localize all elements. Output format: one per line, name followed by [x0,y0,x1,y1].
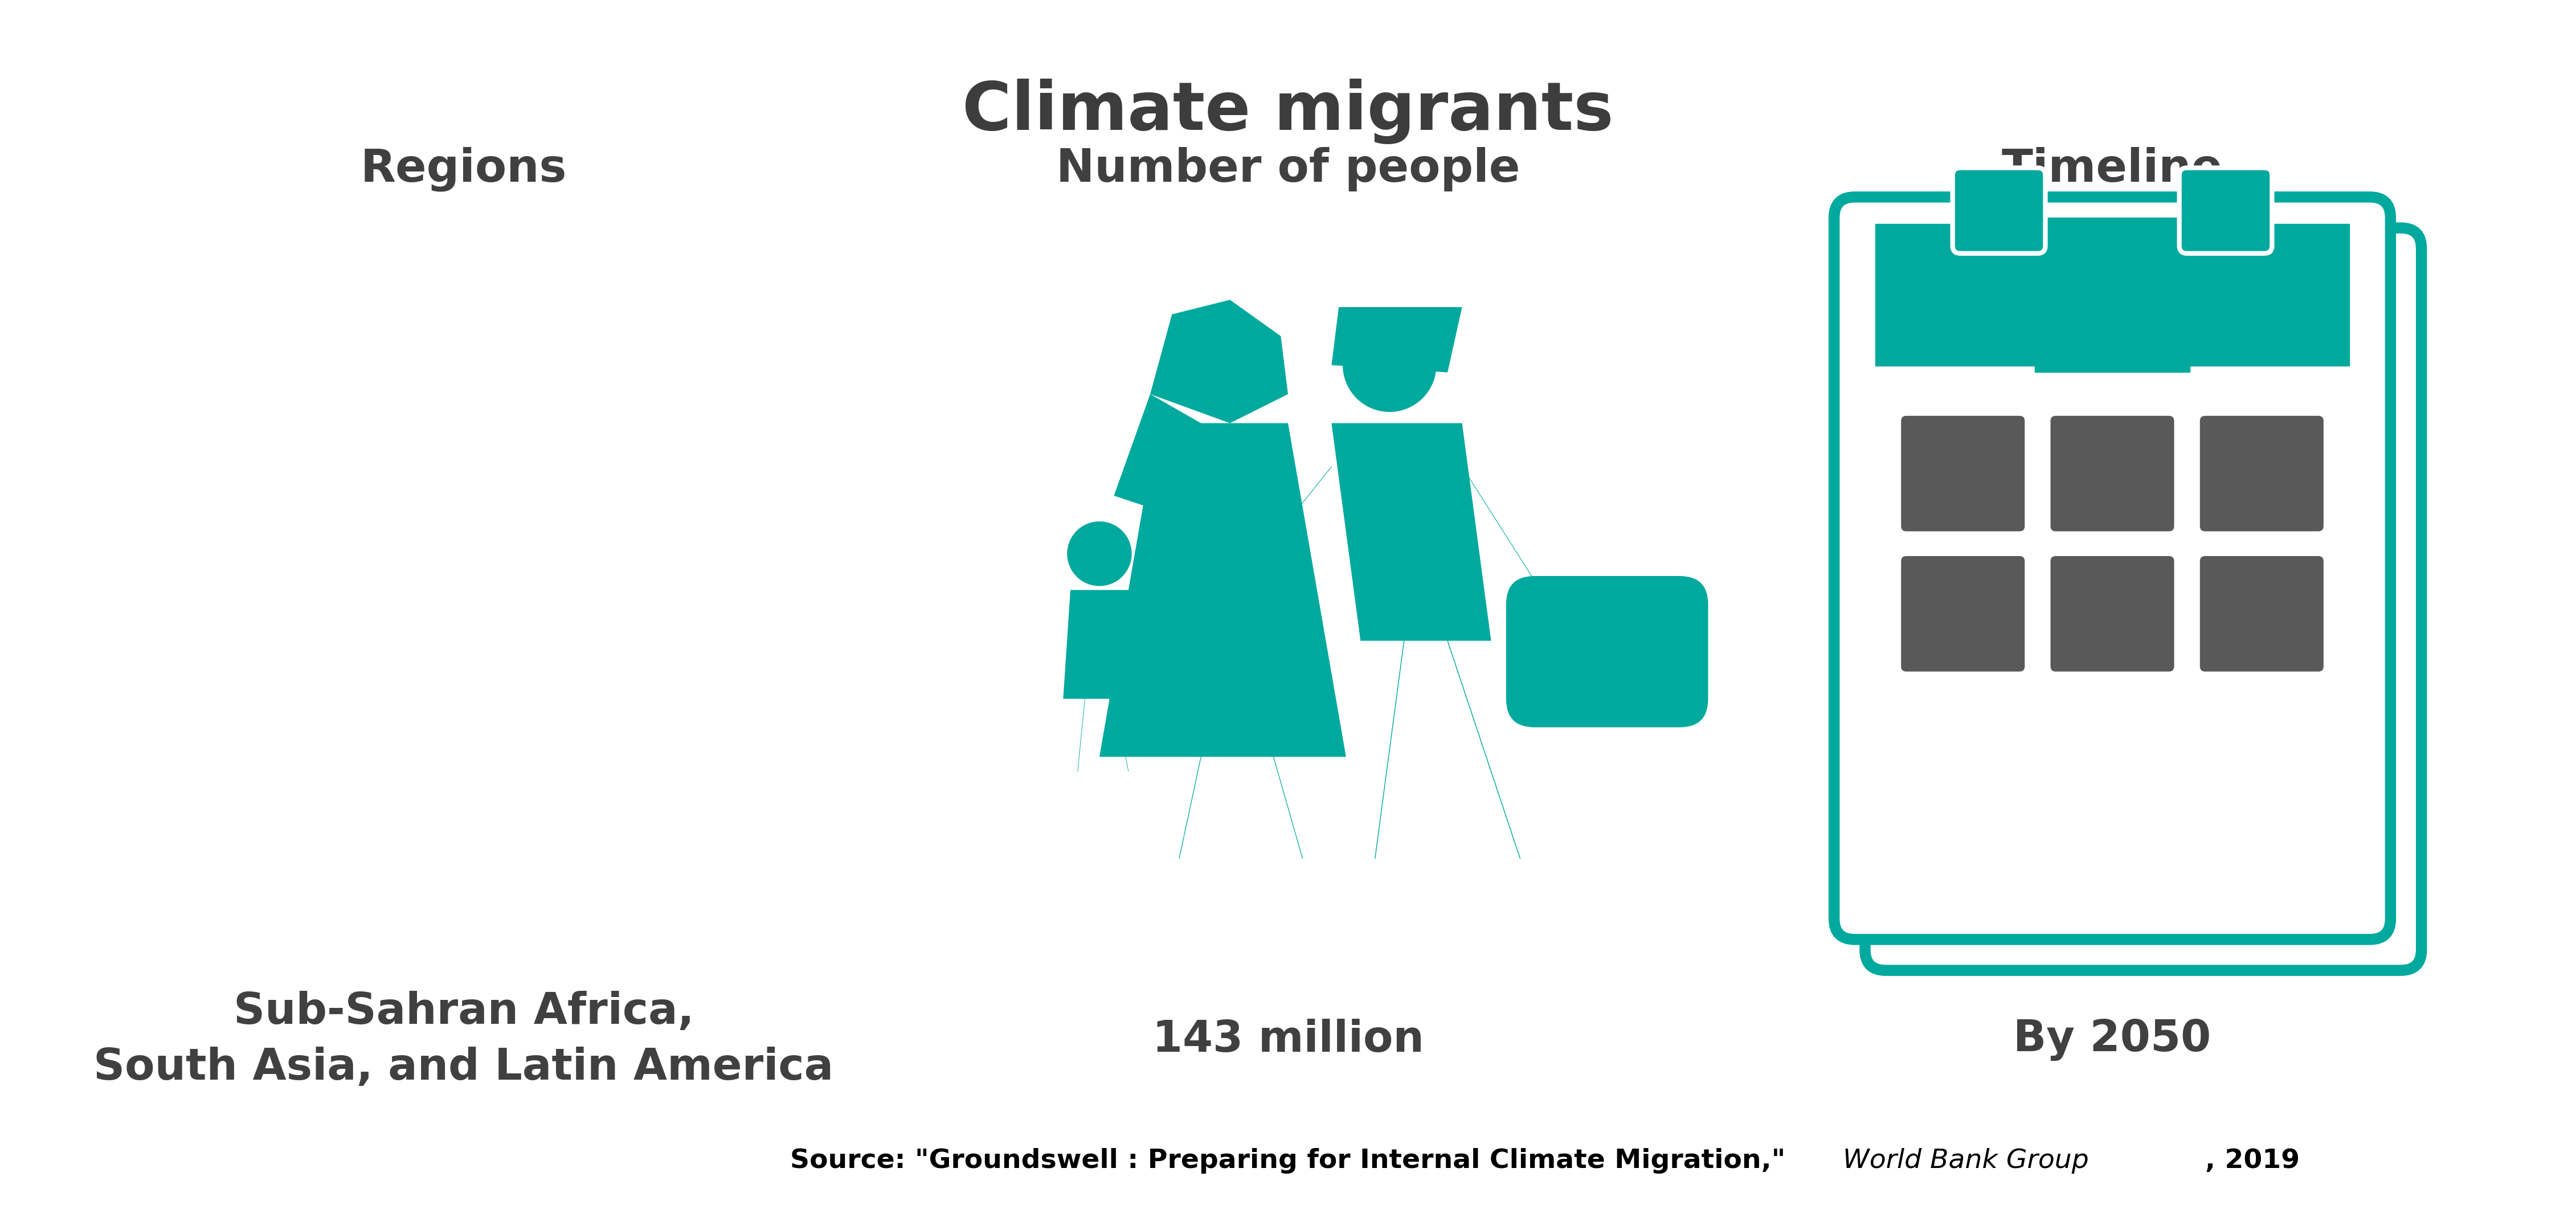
FancyBboxPatch shape [1507,575,1708,728]
Polygon shape [1064,590,1136,699]
FancyBboxPatch shape [2200,556,2324,671]
Circle shape [1066,522,1131,585]
Circle shape [1182,319,1275,411]
Polygon shape [1113,394,1200,510]
Text: World Bank Group: World Bank Group [1834,1147,2089,1174]
Circle shape [1342,319,1435,411]
Text: Source: "Groundswell : Preparing for Internal Climate Migration,": Source: "Groundswell : Preparing for Int… [791,1147,1785,1174]
Text: , 2019: , 2019 [2205,1147,2300,1174]
Polygon shape [1151,300,1288,423]
Text: Climate migrants: Climate migrants [963,79,1613,144]
Polygon shape [1100,423,1347,757]
Text: Sub-Sahran Africa,
South Asia, and Latin America: Sub-Sahran Africa, South Asia, and Latin… [93,991,835,1088]
FancyBboxPatch shape [2050,416,2174,531]
FancyBboxPatch shape [1953,168,2045,254]
Text: By 2050: By 2050 [2014,1019,2210,1060]
Text: Regions: Regions [361,147,567,191]
Text: 143 million: 143 million [1151,1019,1425,1060]
Text: Number of people: Number of people [1056,147,1520,191]
FancyBboxPatch shape [2035,241,2190,372]
FancyBboxPatch shape [1901,416,2025,531]
FancyBboxPatch shape [2050,556,2174,671]
FancyBboxPatch shape [2200,416,2324,531]
FancyBboxPatch shape [2179,168,2272,254]
FancyBboxPatch shape [1901,556,2025,671]
Text: Timeline: Timeline [2002,147,2223,191]
FancyBboxPatch shape [1834,197,2391,939]
FancyBboxPatch shape [1865,229,2421,971]
Polygon shape [1332,423,1492,641]
Polygon shape [1332,307,1463,372]
